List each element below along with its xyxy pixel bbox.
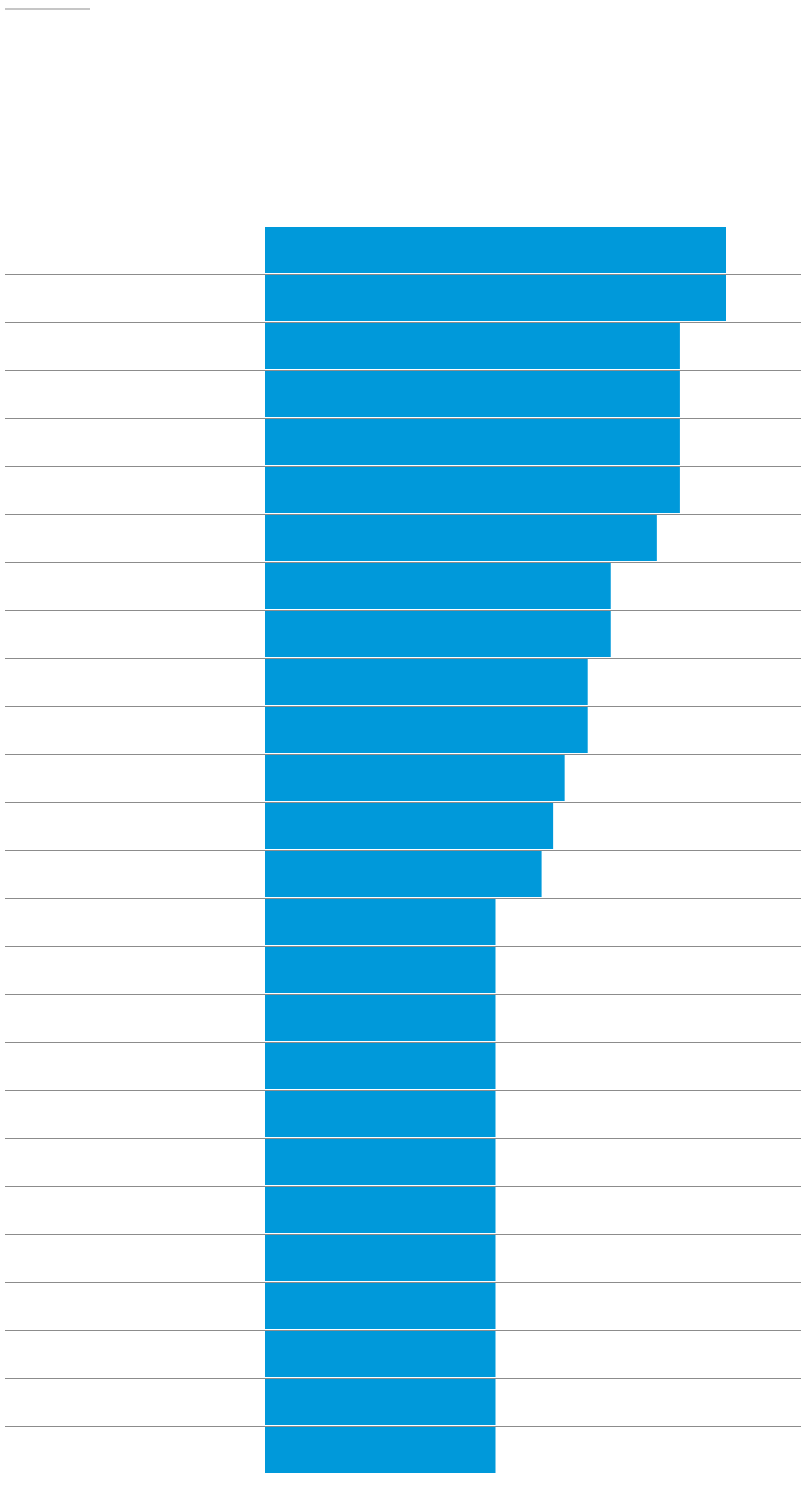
bar [265,1235,496,1281]
bars [265,227,726,1473]
bar [265,323,680,369]
bar [265,1187,496,1233]
bar [265,659,588,705]
bar [265,1331,496,1377]
bar [265,1283,496,1329]
bar [265,1139,496,1185]
bar [265,227,726,273]
bar [265,947,496,993]
bar [265,371,680,417]
bar [265,707,588,753]
bar [265,419,680,465]
bar [265,1379,496,1425]
bar [265,755,565,801]
bar [265,515,657,561]
row-separators [5,274,801,1427]
bar [265,803,554,849]
bar [265,563,611,609]
bar [265,467,680,513]
bar [265,611,611,657]
bar [265,899,496,945]
bar [265,1427,496,1473]
bar [265,851,542,897]
bar [265,275,726,321]
bar [265,995,496,1041]
bar [265,1091,496,1137]
bar [265,1043,496,1089]
